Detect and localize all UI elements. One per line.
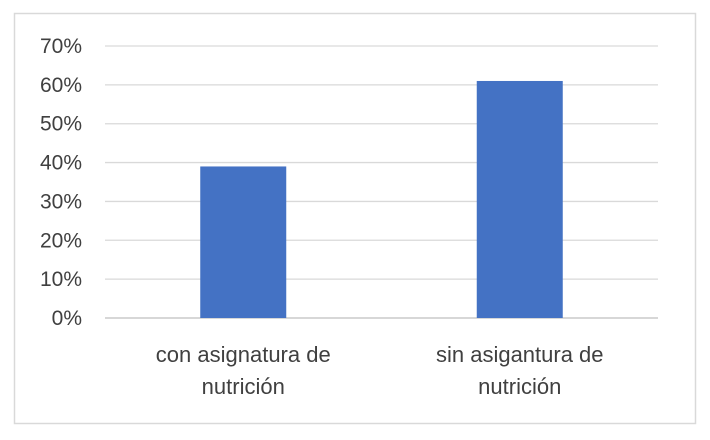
y-tick-label: 40% — [40, 152, 82, 175]
y-tick-label: 0% — [52, 307, 82, 330]
y-tick-label: 60% — [40, 74, 82, 97]
x-category-label: sin asigantura de nutrición — [436, 342, 604, 399]
gridlines — [105, 45, 658, 319]
x-category-label-line: nutrición — [202, 374, 285, 399]
bars — [200, 80, 563, 318]
y-tick-label: 20% — [40, 229, 82, 252]
y-axis-ticks: 0% 10% 20% 30% 40% 50% 60% 70% — [40, 35, 82, 330]
x-category-label: con asignatura de nutrición — [156, 342, 331, 399]
y-tick-label: 30% — [40, 190, 82, 213]
bar — [476, 80, 563, 318]
y-tick-label: 10% — [40, 268, 82, 291]
x-category-label-line: nutrición — [478, 374, 561, 399]
y-tick-label: 50% — [40, 113, 82, 136]
y-tick-label: 70% — [40, 35, 82, 58]
bar — [200, 166, 287, 318]
x-category-label-line: sin asigantura de — [436, 342, 604, 367]
x-category-label-line: con asignatura de — [156, 342, 331, 367]
chart-border — [13, 12, 697, 425]
